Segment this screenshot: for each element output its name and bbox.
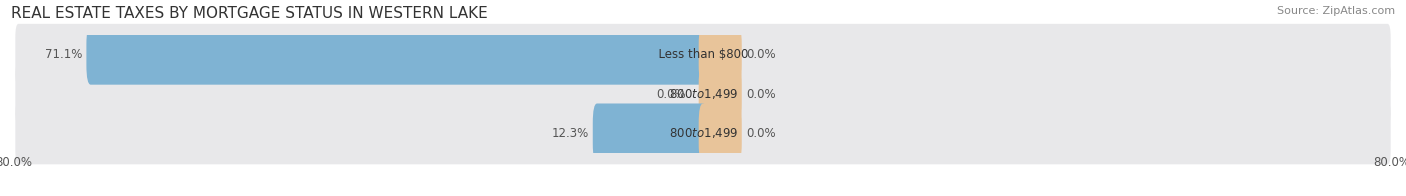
FancyBboxPatch shape: [86, 25, 707, 85]
Text: Less than $800: Less than $800: [651, 48, 755, 61]
Text: REAL ESTATE TAXES BY MORTGAGE STATUS IN WESTERN LAKE: REAL ESTATE TAXES BY MORTGAGE STATUS IN …: [11, 6, 488, 21]
FancyBboxPatch shape: [15, 24, 1391, 86]
FancyBboxPatch shape: [15, 63, 1391, 125]
Text: $800 to $1,499: $800 to $1,499: [662, 87, 744, 101]
Text: 0.0%: 0.0%: [657, 88, 686, 101]
Text: 12.3%: 12.3%: [551, 127, 589, 140]
Text: 0.0%: 0.0%: [747, 127, 776, 140]
Text: $800 to $1,499: $800 to $1,499: [662, 126, 744, 140]
FancyBboxPatch shape: [593, 103, 707, 163]
Text: Source: ZipAtlas.com: Source: ZipAtlas.com: [1277, 6, 1395, 16]
Text: 71.1%: 71.1%: [45, 48, 82, 61]
FancyBboxPatch shape: [15, 102, 1391, 164]
Text: 0.0%: 0.0%: [747, 48, 776, 61]
FancyBboxPatch shape: [699, 25, 742, 85]
FancyBboxPatch shape: [699, 103, 742, 163]
FancyBboxPatch shape: [699, 64, 742, 124]
Text: 0.0%: 0.0%: [747, 88, 776, 101]
